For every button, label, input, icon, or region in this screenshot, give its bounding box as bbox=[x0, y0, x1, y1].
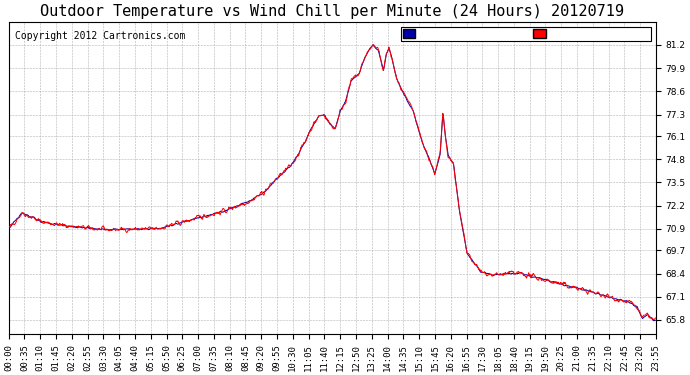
Title: Outdoor Temperature vs Wind Chill per Minute (24 Hours) 20120719: Outdoor Temperature vs Wind Chill per Mi… bbox=[40, 4, 624, 19]
Legend: Wind Chill (°F), Temperature (°F): Wind Chill (°F), Temperature (°F) bbox=[401, 27, 651, 41]
Text: Copyright 2012 Cartronics.com: Copyright 2012 Cartronics.com bbox=[15, 31, 186, 41]
